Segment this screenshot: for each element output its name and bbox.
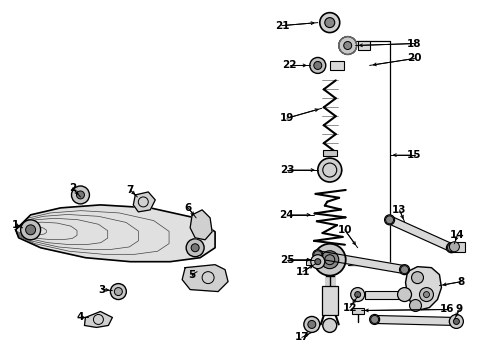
Bar [351,307,363,315]
Text: 13: 13 [391,205,406,215]
Circle shape [319,13,339,32]
Circle shape [350,288,364,302]
Polygon shape [16,205,215,262]
Circle shape [303,316,319,332]
Text: 20: 20 [407,54,421,63]
Text: 17: 17 [294,332,308,342]
Circle shape [397,288,411,302]
Text: 6: 6 [184,203,191,213]
Text: 19: 19 [279,113,293,123]
Text: 9: 9 [455,305,462,315]
Circle shape [449,318,457,325]
Circle shape [338,37,356,54]
Text: 15: 15 [407,150,421,160]
Polygon shape [84,311,112,328]
Polygon shape [387,216,452,251]
Text: 3: 3 [99,284,106,294]
Circle shape [309,58,325,73]
Circle shape [310,255,324,269]
Bar [364,291,404,298]
Circle shape [324,18,334,28]
Bar [322,150,336,156]
Text: 25: 25 [279,255,293,265]
Circle shape [370,315,378,323]
Text: 7: 7 [126,185,134,195]
Circle shape [191,244,199,252]
Circle shape [399,265,408,275]
Text: 14: 14 [449,230,464,240]
Circle shape [20,220,41,240]
Circle shape [312,250,322,260]
Text: 10: 10 [337,225,351,235]
Circle shape [314,259,320,265]
Bar [329,62,343,71]
Circle shape [447,244,454,252]
Text: 8: 8 [457,276,464,287]
Polygon shape [133,192,155,212]
Polygon shape [182,265,227,292]
Circle shape [448,242,458,252]
Text: 21: 21 [274,21,288,31]
Polygon shape [190,210,212,240]
Polygon shape [316,251,405,274]
Text: 16: 16 [439,305,454,315]
Text: 5: 5 [188,270,195,280]
Circle shape [411,272,423,284]
Polygon shape [374,315,453,325]
Circle shape [313,244,345,276]
Circle shape [313,62,321,69]
Text: 1: 1 [12,220,19,230]
Text: 23: 23 [279,165,293,175]
Text: 4: 4 [77,312,84,323]
Text: 24: 24 [279,210,294,220]
Circle shape [114,288,122,296]
Text: 11: 11 [295,267,309,276]
Circle shape [452,319,458,324]
Circle shape [76,191,84,199]
Circle shape [71,186,89,204]
Circle shape [385,216,393,224]
Bar [305,259,315,265]
Circle shape [408,300,421,311]
Circle shape [317,158,341,182]
Circle shape [384,215,394,225]
Polygon shape [405,267,441,310]
Circle shape [186,239,203,257]
Text: 12: 12 [342,302,356,312]
Circle shape [419,288,432,302]
Circle shape [25,225,36,235]
Circle shape [320,251,338,269]
Bar [357,41,369,50]
Circle shape [343,41,351,50]
Circle shape [448,315,463,328]
Text: 18: 18 [407,39,421,49]
Text: 22: 22 [282,60,297,71]
Circle shape [307,320,315,328]
Bar [450,242,465,252]
Circle shape [313,251,321,259]
Circle shape [369,315,379,324]
Circle shape [448,316,458,327]
Text: 2: 2 [69,183,76,193]
Circle shape [354,292,360,298]
Circle shape [110,284,126,300]
Circle shape [423,292,428,298]
Circle shape [400,266,407,274]
Bar [321,285,337,315]
Circle shape [322,319,336,332]
Circle shape [446,243,455,253]
